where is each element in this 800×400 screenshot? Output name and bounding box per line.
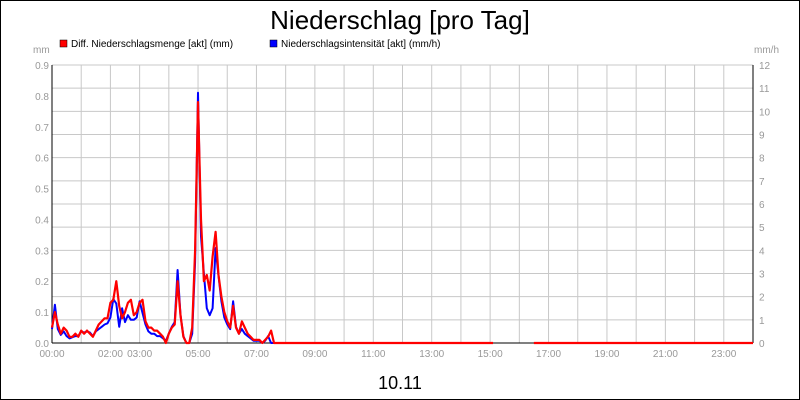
right-tick-label: 9 [759,131,765,142]
series-line-niederschlagsmenge [50,101,493,345]
x-tick-label: 05:00 [186,349,211,360]
grid [52,64,753,343]
right-tick-label: 7 [759,177,765,188]
right-tick-label: 8 [759,154,765,165]
right-tick-label: 11 [759,84,770,95]
x-tick-label: 19:00 [594,349,619,360]
left-tick-label: 0.5 [35,185,49,196]
left-tick-label: 0.2 [35,277,49,288]
left-axis-unit: mm [33,45,50,56]
x-tick-label: 13:00 [419,349,444,360]
left-tick-label: 0.3 [35,246,49,257]
x-tick-label: 11:00 [361,349,386,360]
left-tick-label: 0.7 [35,123,49,134]
right-tick-label: 0 [759,339,765,350]
right-tick-label: 4 [759,246,765,257]
x-tick-label: 23:00 [711,349,736,360]
legend-label-niederschlagsintensitaet: Niederschlagsintensität [akt] (mm/h) [281,39,441,50]
series-lines [50,91,753,345]
x-tick-label: 00:00 [39,349,64,360]
left-tick-label: 0.8 [35,92,49,103]
x-tick-label: 03:00 [127,349,152,360]
left-tick-label: 0.4 [35,215,49,226]
right-tick-label: 2 [759,293,765,304]
legend: Diff. Niederschlagsmenge [akt] (mm) Nied… [59,39,441,50]
x-tick-label: 02:00 [98,349,123,360]
right-axis-unit: mm/h [754,45,779,56]
x-tick-label: 15:00 [478,349,503,360]
x-tick-label: 07:00 [244,349,269,360]
legend-swatch-niederschlagsintensitaet [269,39,278,48]
legend-swatch-diff-niederschlagsmenge [59,39,68,48]
right-tick-label: 3 [759,270,765,281]
date-label: 10.11 [378,373,422,393]
series-line-niederschlagsintensitaet [51,91,274,344]
tick-labels: 01234567891011120.00.10.20.30.40.50.60.7… [35,61,770,360]
legend-label-diff-niederschlagsmenge: Diff. Niederschlagsmenge [akt] (mm) [71,39,233,50]
right-tick-label: 1 [759,316,765,327]
left-tick-label: 0.9 [35,61,49,72]
left-tick-label: 0.1 [35,308,49,319]
x-tick-label: 09:00 [302,349,327,360]
right-tick-label: 10 [759,107,771,118]
x-tick-label: 21:00 [653,349,678,360]
left-tick-label: 0.6 [35,154,49,165]
right-tick-label: 6 [759,200,765,211]
right-tick-label: 5 [759,223,765,234]
x-tick-label: 17:00 [536,349,561,360]
chart-title: Niederschlag [pro Tag] [270,5,530,35]
right-tick-label: 12 [759,61,771,72]
left-tick-label: 0.0 [35,339,49,350]
